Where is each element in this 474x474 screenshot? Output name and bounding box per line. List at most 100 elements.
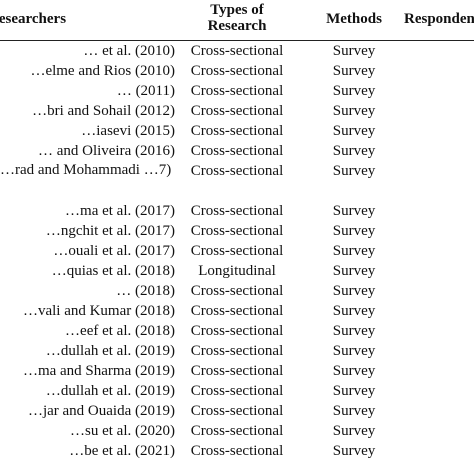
researcher-text: …ma et al. (2017) <box>65 203 175 219</box>
researcher-cell: … and Oliveira (2016) <box>0 141 175 161</box>
table-row: …quias et al. (2018) Longitudinal Survey <box>0 261 474 281</box>
research-type-cell: Cross-sectional <box>190 43 284 59</box>
method-cell: Survey <box>332 63 376 79</box>
research-type-cell: Cross-sectional <box>190 403 284 419</box>
researcher-text: …vali and Kumar (2018) <box>22 303 175 319</box>
header-divider <box>0 40 474 41</box>
header-methods: Methods <box>326 11 382 27</box>
researcher-cell: …ngchit et al. (2017) <box>0 221 175 241</box>
researcher-text: …bri and Sohail (2012) <box>32 103 175 119</box>
table-row: …ma and Sharma (2019) Cross-sectional Surv… <box>0 361 474 381</box>
researcher-cell: …rad and Mohammadi …7) <box>0 161 175 201</box>
table-row: …ngchit et al. (2017) Cross-sectional Surv… <box>0 221 474 241</box>
method-cell: Survey <box>332 363 376 379</box>
research-type-cell: Longitudinal <box>198 263 276 279</box>
method-cell: Survey <box>332 123 376 139</box>
researcher-text: … (2018) <box>116 283 175 299</box>
table-row: …dullah et al. (2019) Cross-sectional Surv… <box>0 341 474 361</box>
researcher-cell: …dullah et al. (2019) <box>0 381 175 401</box>
method-cell: Survey <box>332 43 376 59</box>
table-row: …vali and Kumar (2018) Cross-sectional Sur… <box>0 301 474 321</box>
researcher-cell: …dullah et al. (2019) <box>0 341 175 361</box>
method-cell: Survey <box>332 163 376 179</box>
table-row: … and Oliveira (2016) Cross-sectional Surv… <box>0 141 474 161</box>
table-row: …ouali et al. (2017) Cross-sectional Surve… <box>0 241 474 261</box>
method-cell: Survey <box>332 203 376 219</box>
table-header: Researchers Types of Research Methods Re… <box>0 0 474 40</box>
researcher-text: …eef et al. (2018) <box>65 323 175 339</box>
researcher-cell: …vali and Kumar (2018) <box>0 301 175 321</box>
researcher-text: …iasevi (2015) <box>81 123 175 139</box>
research-type-cell: Cross-sectional <box>190 303 284 319</box>
researcher-cell: …jar and Ouaida (2019) <box>0 401 175 421</box>
research-type-cell: Cross-sectional <box>190 423 284 439</box>
research-type-cell: Cross-sectional <box>190 143 284 159</box>
header-types-of-research: Types of Research <box>182 2 292 34</box>
method-cell: Survey <box>332 143 376 159</box>
researcher-cell: …eef et al. (2018) <box>0 321 175 341</box>
research-type-cell: Cross-sectional <box>190 363 284 379</box>
researcher-cell: …be et al. (2021) <box>0 441 175 461</box>
table-row: …rad and Mohammadi …7) Cross-sectional Sur… <box>0 161 474 201</box>
method-cell: Survey <box>332 343 376 359</box>
researcher-text: …rad and Mohammadi …7) <box>0 162 172 178</box>
header-respondents: Respondents <box>404 11 474 27</box>
table-row: …ma et al. (2017) Cross-sectional Survey <box>0 201 474 221</box>
table-row: …jar and Ouaida (2019) Cross-sectional Sur… <box>0 401 474 421</box>
method-cell: Survey <box>332 303 376 319</box>
research-type-cell: Cross-sectional <box>190 83 284 99</box>
method-cell: Survey <box>332 403 376 419</box>
research-type-cell: Cross-sectional <box>190 283 284 299</box>
table-row: …be et al. (2021) Cross-sectional Survey <box>0 441 474 461</box>
research-type-cell: Cross-sectional <box>190 203 284 219</box>
researcher-cell: …ma et al. (2017) <box>0 201 175 221</box>
method-cell: Survey <box>332 83 376 99</box>
researcher-text: …ngchit et al. (2017) <box>45 223 175 239</box>
research-type-cell: Cross-sectional <box>190 383 284 399</box>
method-cell: Survey <box>332 443 376 459</box>
table-row: … et al. (2010) Cross-sectional Survey <box>0 41 474 61</box>
research-type-cell: Cross-sectional <box>190 103 284 119</box>
method-cell: Survey <box>332 263 376 279</box>
research-type-cell: Cross-sectional <box>190 343 284 359</box>
table-row: …iasevi (2015) Cross-sectional Survey <box>0 121 474 141</box>
researcher-text: …dullah et al. (2019) <box>45 343 175 359</box>
researcher-cell: … (2018) <box>0 281 175 301</box>
researcher-cell: …ma and Sharma (2019) <box>0 361 175 381</box>
researcher-text: …quias et al. (2018) <box>51 263 175 279</box>
table-row: …su et al. (2020) Cross-sectional Survey <box>0 421 474 441</box>
researcher-text: …elme and Rios (2010) <box>30 63 175 79</box>
researcher-text: … (2011) <box>116 83 175 99</box>
researcher-text: …jar and Ouaida (2019) <box>27 403 175 419</box>
method-cell: Survey <box>332 103 376 119</box>
researcher-text: …su et al. (2020) <box>70 423 175 439</box>
researcher-cell: …quias et al. (2018) <box>0 261 175 281</box>
researcher-cell: …elme and Rios (2010) <box>0 61 175 81</box>
table-row: … (2011) Cross-sectional Survey <box>0 81 474 101</box>
research-type-cell: Cross-sectional <box>190 323 284 339</box>
researcher-text: …dullah et al. (2019) <box>45 383 175 399</box>
research-type-cell: Cross-sectional <box>190 223 284 239</box>
researcher-text: …ouali et al. (2017) <box>53 243 175 259</box>
researcher-cell: …su et al. (2020) <box>0 421 175 441</box>
table-row: …elme and Rios (2010) Cross-sectional Surv… <box>0 61 474 81</box>
researcher-text: …be et al. (2021) <box>69 443 175 459</box>
researcher-cell: … et al. (2010) <box>0 41 175 61</box>
research-type-cell: Cross-sectional <box>190 243 284 259</box>
researcher-cell: … (2011) <box>0 81 175 101</box>
research-type-cell: Cross-sectional <box>190 163 284 179</box>
researcher-text: … et al. (2010) <box>83 43 175 59</box>
method-cell: Survey <box>332 423 376 439</box>
research-type-cell: Cross-sectional <box>190 123 284 139</box>
table-row: …dullah et al. (2019) Cross-sectional Surv… <box>0 381 474 401</box>
header-types-line1: Types of <box>210 2 264 18</box>
table-body: … et al. (2010) Cross-sectional Survey …elm… <box>0 41 474 461</box>
researcher-cell: …ouali et al. (2017) <box>0 241 175 261</box>
researcher-cell: …iasevi (2015) <box>0 121 175 141</box>
method-cell: Survey <box>332 243 376 259</box>
method-cell: Survey <box>332 323 376 339</box>
header-types-line2: Research <box>207 18 267 34</box>
table-row: …bri and Sohail (2012) Cross-sectional Sur… <box>0 101 474 121</box>
method-cell: Survey <box>332 283 376 299</box>
